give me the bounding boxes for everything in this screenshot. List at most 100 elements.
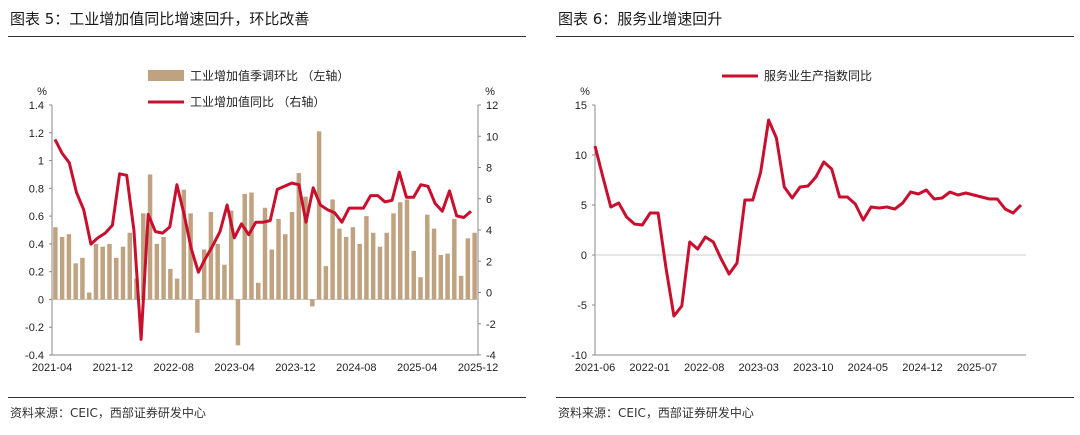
- bar: [337, 228, 342, 300]
- bar: [201, 249, 207, 300]
- bar: [276, 218, 281, 300]
- bar: [141, 213, 146, 300]
- bar: [303, 196, 308, 300]
- bar: [174, 278, 180, 300]
- bar: [161, 236, 166, 300]
- bar: [330, 199, 335, 300]
- left-tick-label: 1.4: [29, 100, 44, 112]
- chart-panel-industrial: 图表 5：工业增加值同比增速回升，环比改善 %% 1.4 1.2 1 0.8 0.6 0.4…: [0, 0, 530, 435]
- bar: [418, 277, 423, 300]
- bar: [222, 264, 227, 300]
- left-tick-label: -0.2: [25, 322, 44, 334]
- bar: [357, 243, 362, 300]
- left-tick-label: 0.8: [29, 183, 44, 195]
- bar: [431, 228, 437, 300]
- left-tick-label: 0: [38, 294, 44, 306]
- bar: [188, 213, 193, 300]
- right-tick-label: 12: [486, 100, 498, 112]
- bar: [398, 202, 403, 300]
- bar: [147, 174, 153, 300]
- bar: [370, 232, 376, 300]
- bar: [364, 216, 369, 300]
- right-tick-label: 2: [486, 256, 492, 268]
- bar: [458, 275, 464, 300]
- bar: [59, 236, 65, 300]
- bar: [323, 266, 329, 300]
- chart-title: 图表 5：工业增加值同比增速回升，环比改善: [10, 10, 310, 28]
- y-unit-label: %: [580, 86, 590, 98]
- title-rule: [556, 36, 1074, 37]
- bar: [107, 243, 112, 300]
- x-tick-label: 2022-08: [154, 362, 194, 374]
- bar: [411, 250, 416, 300]
- left-tick-label: 0.4: [29, 239, 44, 251]
- bar: [120, 246, 126, 300]
- bar: [377, 246, 383, 300]
- bar: [195, 299, 200, 333]
- bar: [256, 282, 261, 300]
- chart-title: 图表 6：服务业增速回升: [558, 10, 723, 28]
- right-tick-label: 10: [486, 131, 498, 143]
- bar: [343, 236, 349, 300]
- x-tick-label: 2022-01: [629, 362, 669, 374]
- x-tick-label: 2024-05: [848, 362, 888, 374]
- chart-panel-services: 图表 6：服务业增速回升 % 15 10 5 0 -5 -10 2021-06 2022-01 2…: [548, 0, 1080, 435]
- bar: [438, 255, 444, 300]
- bar: [404, 199, 410, 300]
- bar: [208, 211, 214, 300]
- x-tick-label: 2021-06: [575, 362, 615, 374]
- industrial-chart: % % 1.4 1.2 1 0.8 0.6 0.4 0.2 0 -0.2 -0.4 12 10 8 6 4 2 0 -…: [25, 68, 498, 374]
- y-tick-label: -10: [571, 350, 587, 362]
- bar: [154, 243, 160, 300]
- title-rule: [8, 36, 526, 37]
- bar: [269, 249, 274, 300]
- line-series-services: [593, 118, 1023, 318]
- bar: [53, 227, 58, 300]
- bar: [127, 232, 132, 300]
- source-rule: [556, 397, 1074, 398]
- bar: [114, 257, 119, 300]
- bar: [228, 210, 234, 300]
- bar: [168, 268, 173, 300]
- bar: [384, 232, 389, 300]
- y-tick-label: 5: [581, 200, 587, 212]
- x-tick-label: 2021-12: [93, 362, 133, 374]
- source-rule: [8, 397, 526, 398]
- bar: [86, 292, 92, 300]
- legend-label-bar: 工业增加值季调环比 （左轴）: [190, 68, 349, 83]
- right-tick-label: 8: [486, 163, 492, 175]
- bar: [235, 299, 241, 346]
- bar: [215, 243, 220, 300]
- left-tick-label: 1: [38, 156, 44, 168]
- x-tick-label: 2023-10: [793, 362, 833, 374]
- legend-swatch-bar: [148, 70, 184, 81]
- right-tick-label: 0: [486, 288, 492, 300]
- x-tick-label: 2023-03: [739, 362, 779, 374]
- bar: [262, 207, 268, 300]
- right-tick-label: 6: [486, 194, 492, 206]
- left-tick-label: 0.2: [29, 267, 44, 279]
- left-tick-label: 0.6: [29, 211, 44, 223]
- x-tick-label: 2023-12: [275, 362, 315, 374]
- x-tick-label: 2024-08: [336, 362, 376, 374]
- bar: [283, 234, 288, 300]
- bar: [465, 238, 471, 300]
- bar: [452, 218, 457, 300]
- left-unit-label: %: [37, 86, 47, 98]
- bar: [391, 213, 396, 300]
- bar: [242, 193, 247, 300]
- right-tick-label: 4: [486, 225, 492, 237]
- bar: [310, 299, 315, 307]
- y-tick-label: 10: [575, 150, 587, 162]
- right-tick-label: -4: [486, 350, 496, 362]
- x-tick-label: 2025-07: [957, 362, 997, 374]
- bar: [93, 243, 99, 300]
- legend-label-line: 服务业生产指数同比: [764, 68, 872, 83]
- left-tick-label: -0.4: [25, 350, 44, 362]
- x-tick-label: 2023-04: [214, 362, 254, 374]
- source-note: 资料来源：CEIC，西部证券研发中心: [10, 406, 206, 420]
- x-tick-label: 2024-12: [902, 362, 942, 374]
- y-tick-label: 0: [581, 250, 587, 262]
- bar: [445, 253, 450, 300]
